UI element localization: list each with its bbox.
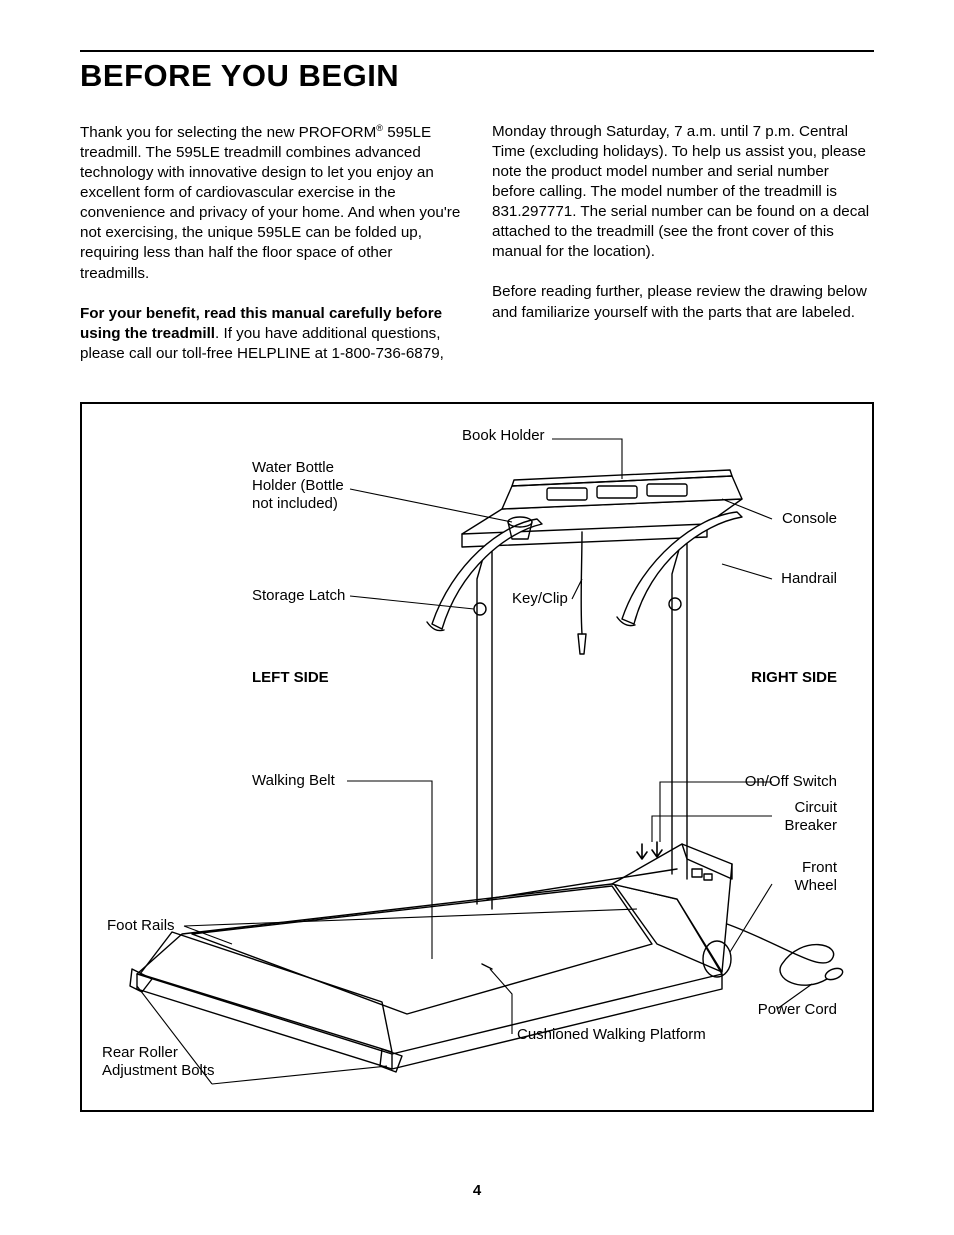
- registered-mark: ®: [376, 123, 383, 133]
- right-column: Monday through Saturday, 7 a.m. until 7 …: [492, 122, 874, 384]
- label-book-holder: Book Holder: [462, 427, 545, 445]
- label-front-wheel: Front Wheel: [777, 859, 837, 895]
- label-console: Console: [782, 510, 837, 528]
- label-foot-rails: Foot Rails: [107, 917, 175, 935]
- page-number: 4: [0, 1182, 954, 1199]
- label-power-cord: Power Cord: [758, 1001, 837, 1019]
- label-handrail: Handrail: [781, 570, 837, 588]
- benefit-para: For your benefit, read this manual caref…: [80, 304, 462, 364]
- page-title: BEFORE YOU BEGIN: [80, 58, 874, 94]
- label-left-side: LEFT SIDE: [252, 669, 329, 687]
- label-right-side: RIGHT SIDE: [751, 669, 837, 687]
- diagram-svg: [82, 404, 872, 1110]
- intro-text-a: Thank you for selecting the new PROFORM: [80, 124, 376, 141]
- label-walking-belt: Walking Belt: [252, 772, 335, 790]
- label-storage-latch: Storage Latch: [252, 587, 345, 605]
- review-para: Before reading further, please review th…: [492, 282, 874, 322]
- manual-page: BEFORE YOU BEGIN Thank you for selecting…: [0, 0, 954, 1235]
- left-column: Thank you for selecting the new PROFORM®…: [80, 122, 462, 384]
- treadmill-diagram: Book Holder Water Bottle Holder (Bottle …: [80, 402, 874, 1112]
- top-rule: [80, 50, 874, 52]
- label-cushioned: Cushioned Walking Platform: [517, 1026, 706, 1044]
- body-columns: Thank you for selecting the new PROFORM®…: [80, 122, 874, 384]
- intro-para: Thank you for selecting the new PROFORM®…: [80, 122, 462, 284]
- hours-para: Monday through Saturday, 7 a.m. until 7 …: [492, 122, 874, 262]
- hours-text: Monday through Saturday, 7 a.m. until 7 …: [492, 123, 869, 260]
- label-key-clip: Key/Clip: [512, 590, 568, 608]
- label-on-off: On/Off Switch: [745, 773, 837, 791]
- label-circuit-breaker: Circuit Breaker: [767, 799, 837, 835]
- label-water-bottle: Water Bottle Holder (Bottle not included…: [252, 459, 352, 513]
- intro-text-b: 595LE treadmill. The 595LE treadmill com…: [80, 124, 460, 281]
- label-rear-roller: Rear Roller Adjustment Bolts: [102, 1044, 232, 1080]
